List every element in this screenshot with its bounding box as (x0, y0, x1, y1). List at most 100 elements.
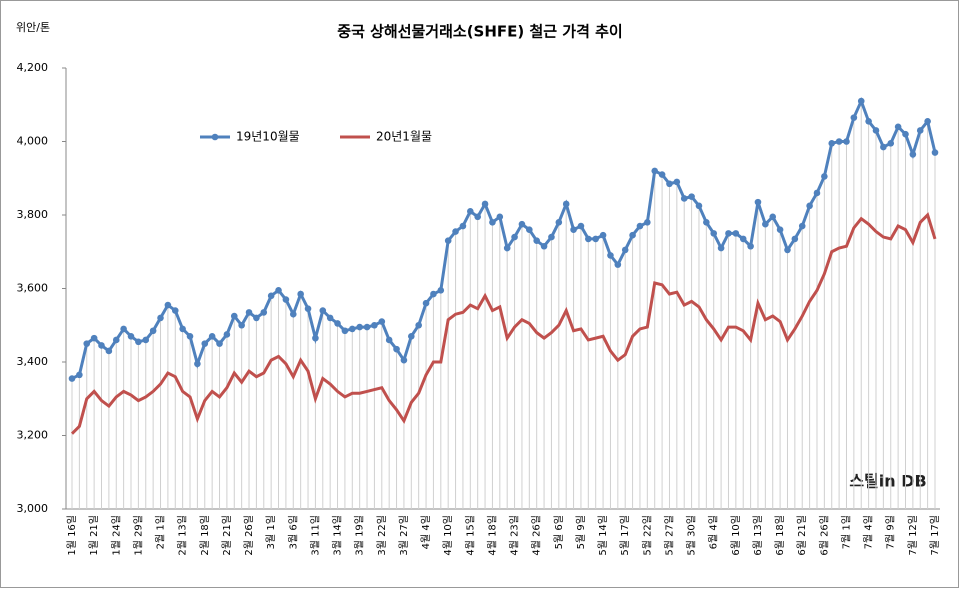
x-tick-label: 3월 1일 (265, 515, 277, 549)
x-tick-label: 3월 14일 (332, 515, 344, 556)
y-tick-label: 3,400 (17, 355, 49, 368)
point (68, 375, 76, 382)
point (157, 314, 164, 322)
point (806, 202, 813, 210)
point (120, 325, 127, 333)
x-tick-label: 5월 14일 (597, 515, 609, 556)
x-tick-label: 3월 27일 (398, 515, 410, 556)
point (400, 356, 408, 364)
x-tick-label: 2월 1일 (155, 515, 167, 549)
point (931, 149, 939, 156)
point (909, 151, 917, 158)
point (393, 345, 400, 353)
x-tick-label: 6월 18일 (774, 515, 786, 556)
x-tick-label: 4월 18일 (486, 515, 498, 556)
point (216, 340, 223, 347)
point (356, 323, 363, 331)
point (83, 340, 91, 347)
x-tick-label: 1월 24일 (110, 515, 122, 556)
point (459, 222, 467, 230)
series-line (71, 97, 937, 380)
y-axis-label: 위안/톤 (16, 21, 50, 34)
y-tick-label: 4,200 (17, 61, 49, 74)
point (275, 287, 282, 294)
point (511, 233, 518, 241)
point (776, 226, 784, 233)
point (245, 309, 253, 316)
y-tick-label: 3,000 (17, 502, 49, 515)
point (850, 114, 858, 121)
x-tick-label: 5월 27일 (663, 515, 675, 556)
point (437, 287, 445, 294)
point (467, 208, 474, 215)
point (341, 327, 349, 335)
x-tick-label: 2월 21일 (221, 515, 233, 556)
legend-label: 19년10월물 (236, 130, 300, 144)
point (688, 193, 695, 200)
x-tick-label: 4월 4일 (420, 515, 432, 549)
point (518, 220, 526, 228)
point (76, 371, 83, 379)
point (385, 336, 393, 344)
point (577, 222, 585, 230)
point (319, 307, 327, 314)
point (865, 117, 872, 125)
point (592, 235, 600, 243)
y-tick-label: 4,000 (17, 135, 49, 148)
point (828, 140, 836, 147)
point (334, 320, 341, 327)
x-tick-label: 7월 17일 (929, 515, 941, 556)
point (821, 173, 828, 180)
point (872, 127, 880, 134)
point (230, 312, 238, 320)
point (651, 167, 659, 175)
point (916, 127, 924, 134)
series-line (70, 212, 937, 435)
point (371, 321, 378, 329)
point (798, 222, 806, 230)
x-tick-label: 5월 22일 (641, 515, 653, 556)
point (363, 323, 371, 331)
x-tick-label: 4월 10일 (442, 515, 454, 556)
point (548, 233, 555, 241)
point (430, 290, 437, 298)
x-tick-label: 5월 17일 (619, 515, 631, 556)
point (208, 332, 216, 340)
legend-marker (211, 133, 219, 141)
x-tick-label: 7월 1일 (840, 515, 852, 549)
point (112, 336, 120, 344)
point (474, 213, 481, 221)
point (607, 252, 614, 259)
x-tick-label: 4월 15일 (464, 515, 476, 556)
point (629, 231, 636, 239)
point (282, 296, 290, 303)
point (179, 325, 186, 333)
point (105, 347, 113, 355)
point (297, 290, 304, 298)
x-tick-label: 2월 13일 (177, 515, 189, 556)
x-tick-label: 1월 21일 (88, 515, 100, 556)
x-tick-label: 6월 10일 (730, 515, 742, 556)
point (843, 138, 850, 145)
point (142, 336, 150, 344)
point (644, 219, 651, 226)
point (378, 318, 386, 325)
point (186, 332, 194, 340)
point (769, 213, 777, 221)
x-tick-label: 1월 29일 (132, 515, 144, 556)
point (481, 200, 489, 208)
y-tick-label: 3,200 (17, 429, 49, 442)
point (857, 97, 865, 105)
point (636, 222, 644, 230)
x-tick-label: 7월 9일 (885, 515, 897, 549)
point (267, 292, 275, 300)
point (135, 338, 142, 346)
x-tick-label: 5월 9일 (575, 515, 587, 549)
point (732, 230, 740, 237)
legend-label: 20년1월물 (376, 130, 432, 144)
point (813, 189, 821, 197)
point (98, 342, 105, 349)
y-tick-label: 3,800 (17, 208, 49, 221)
point (348, 325, 356, 333)
x-tick-label: 3월 22일 (376, 515, 388, 556)
